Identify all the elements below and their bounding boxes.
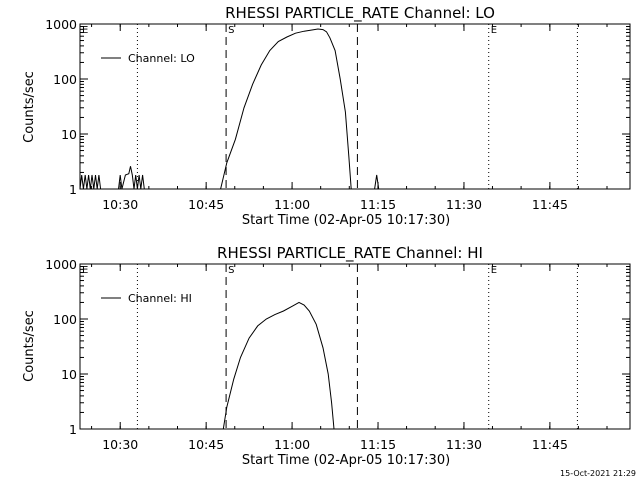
x-tick-label-lo: 11:45	[532, 197, 568, 212]
marker-label-lo: E	[82, 25, 88, 36]
x-tick-label-hi: 11:45	[532, 437, 568, 452]
y-tick-label-lo: 1	[69, 182, 77, 197]
series-line-lo	[220, 28, 352, 190]
chart-panel-lo: RHESSI PARTICLE_RATE Channel: LO Counts/…	[22, 4, 631, 228]
x-axis-label-hi: Start Time (02-Apr-05 10:17:30)	[242, 453, 450, 468]
series-line-lo	[118, 166, 145, 190]
x-tick-label-lo: 10:30	[102, 197, 138, 212]
legend-label-lo: Channel: LO	[128, 52, 195, 65]
x-tick-label-lo: 10:45	[188, 197, 224, 212]
series-line-lo	[374, 174, 380, 190]
y-tick-label-hi: 1	[69, 422, 77, 437]
y-tick-label-hi: 100	[53, 312, 77, 327]
marker-label-hi: S	[228, 265, 234, 276]
y-axis-label-lo: Counts/sec	[22, 71, 37, 143]
x-tick-label-hi: 11:30	[446, 437, 482, 452]
generation-timestamp: 15-Oct-2021 21:29	[560, 469, 636, 478]
x-tick-label-lo: 11:15	[360, 197, 396, 212]
x-axis-label-lo: Start Time (02-Apr-05 10:17:30)	[242, 213, 450, 228]
y-tick-label-lo: 1000	[45, 17, 77, 32]
marker-label-hi: E	[491, 265, 497, 276]
y-tick-label-lo: 100	[53, 72, 77, 87]
x-tick-label-lo: 11:30	[446, 197, 482, 212]
chart-title-hi: RHESSI PARTICLE_RATE Channel: HI	[217, 244, 483, 263]
series-line-hi	[222, 301, 335, 430]
plot-frame-hi	[79, 263, 631, 430]
chart-title-lo: RHESSI PARTICLE_RATE Channel: LO	[225, 4, 495, 23]
x-tick-label-hi: 11:00	[274, 437, 310, 452]
marker-label-lo: E	[491, 25, 497, 36]
marker-label-hi: E	[82, 265, 88, 276]
marker-label-lo: S	[228, 25, 234, 36]
plot-frame-lo	[79, 23, 631, 190]
y-tick-label-hi: 10	[61, 367, 77, 382]
chart-panel-hi: RHESSI PARTICLE_RATE Channel: HI Counts/…	[22, 244, 631, 468]
y-tick-label-hi: 1000	[45, 257, 77, 272]
x-tick-label-hi: 11:15	[360, 437, 396, 452]
x-tick-label-hi: 10:30	[102, 437, 138, 452]
y-axis-label-hi: Counts/sec	[22, 310, 37, 382]
y-tick-label-lo: 10	[61, 127, 77, 142]
series-line-lo	[79, 174, 102, 190]
x-tick-label-lo: 11:00	[274, 197, 310, 212]
x-tick-label-hi: 10:45	[188, 437, 224, 452]
legend-label-hi: Channel: HI	[128, 292, 192, 305]
